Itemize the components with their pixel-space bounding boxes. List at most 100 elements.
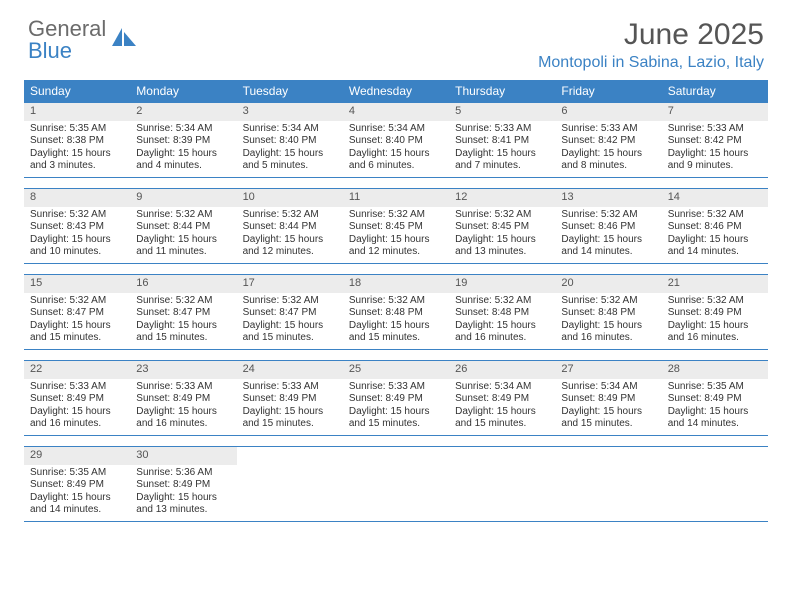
day-d1: Daylight: 15 hours bbox=[136, 320, 230, 333]
day-ss: Sunset: 8:42 PM bbox=[668, 135, 762, 148]
day-cell bbox=[449, 447, 555, 521]
day-d2: and 16 minutes. bbox=[455, 332, 549, 345]
day-d2: and 8 minutes. bbox=[561, 160, 655, 173]
day-sr: Sunrise: 5:32 AM bbox=[243, 209, 337, 222]
day-ss: Sunset: 8:38 PM bbox=[30, 135, 124, 148]
day-body: Sunrise: 5:33 AMSunset: 8:49 PMDaylight:… bbox=[343, 379, 449, 435]
day-cell: 12Sunrise: 5:32 AMSunset: 8:45 PMDayligh… bbox=[449, 189, 555, 263]
header: General Blue June 2025 Montopoli in Sabi… bbox=[0, 0, 792, 72]
day-d2: and 14 minutes. bbox=[668, 246, 762, 259]
day-sr: Sunrise: 5:35 AM bbox=[30, 123, 124, 136]
day-ss: Sunset: 8:40 PM bbox=[243, 135, 337, 148]
day-cell bbox=[555, 447, 661, 521]
day-d1: Daylight: 15 hours bbox=[349, 320, 443, 333]
day-number: 27 bbox=[555, 361, 661, 379]
day-d2: and 13 minutes. bbox=[136, 504, 230, 517]
day-sr: Sunrise: 5:34 AM bbox=[455, 381, 549, 394]
day-number: 17 bbox=[237, 275, 343, 293]
day-sr: Sunrise: 5:32 AM bbox=[668, 209, 762, 222]
day-cell: 8Sunrise: 5:32 AMSunset: 8:43 PMDaylight… bbox=[24, 189, 130, 263]
day-d1: Daylight: 15 hours bbox=[243, 234, 337, 247]
day-sr: Sunrise: 5:33 AM bbox=[668, 123, 762, 136]
day-d2: and 6 minutes. bbox=[349, 160, 443, 173]
day-d2: and 11 minutes. bbox=[136, 246, 230, 259]
day-d1: Daylight: 15 hours bbox=[455, 406, 549, 419]
day-ss: Sunset: 8:49 PM bbox=[349, 393, 443, 406]
day-body: Sunrise: 5:32 AMSunset: 8:43 PMDaylight:… bbox=[24, 207, 130, 263]
day-number: 19 bbox=[449, 275, 555, 293]
day-d1: Daylight: 15 hours bbox=[561, 234, 655, 247]
day-sr: Sunrise: 5:32 AM bbox=[561, 295, 655, 308]
day-number: 20 bbox=[555, 275, 661, 293]
day-body: Sunrise: 5:32 AMSunset: 8:47 PMDaylight:… bbox=[237, 293, 343, 349]
day-d1: Daylight: 15 hours bbox=[455, 148, 549, 161]
day-cell: 17Sunrise: 5:32 AMSunset: 8:47 PMDayligh… bbox=[237, 275, 343, 349]
day-ss: Sunset: 8:49 PM bbox=[243, 393, 337, 406]
day-cell: 19Sunrise: 5:32 AMSunset: 8:48 PMDayligh… bbox=[449, 275, 555, 349]
day-number: 7 bbox=[662, 103, 768, 121]
day-d1: Daylight: 15 hours bbox=[349, 234, 443, 247]
day-d2: and 15 minutes. bbox=[349, 418, 443, 431]
day-ss: Sunset: 8:44 PM bbox=[136, 221, 230, 234]
day-cell: 29Sunrise: 5:35 AMSunset: 8:49 PMDayligh… bbox=[24, 447, 130, 521]
day-cell: 10Sunrise: 5:32 AMSunset: 8:44 PMDayligh… bbox=[237, 189, 343, 263]
day-d1: Daylight: 15 hours bbox=[561, 148, 655, 161]
day-cell: 30Sunrise: 5:36 AMSunset: 8:49 PMDayligh… bbox=[130, 447, 236, 521]
day-d1: Daylight: 15 hours bbox=[561, 320, 655, 333]
day-ss: Sunset: 8:48 PM bbox=[349, 307, 443, 320]
day-d2: and 14 minutes. bbox=[561, 246, 655, 259]
day-d1: Daylight: 15 hours bbox=[668, 234, 762, 247]
day-number: 9 bbox=[130, 189, 236, 207]
day-number: 11 bbox=[343, 189, 449, 207]
dow-tuesday: Tuesday bbox=[237, 80, 343, 102]
day-cell: 27Sunrise: 5:34 AMSunset: 8:49 PMDayligh… bbox=[555, 361, 661, 435]
day-ss: Sunset: 8:41 PM bbox=[455, 135, 549, 148]
day-d1: Daylight: 15 hours bbox=[243, 406, 337, 419]
day-ss: Sunset: 8:49 PM bbox=[668, 307, 762, 320]
day-body: Sunrise: 5:32 AMSunset: 8:47 PMDaylight:… bbox=[24, 293, 130, 349]
day-ss: Sunset: 8:45 PM bbox=[455, 221, 549, 234]
day-d1: Daylight: 15 hours bbox=[136, 234, 230, 247]
day-number: 6 bbox=[555, 103, 661, 121]
day-d2: and 4 minutes. bbox=[136, 160, 230, 173]
day-ss: Sunset: 8:47 PM bbox=[243, 307, 337, 320]
brand-logo: General Blue bbox=[28, 18, 138, 62]
day-d1: Daylight: 15 hours bbox=[30, 320, 124, 333]
day-sr: Sunrise: 5:36 AM bbox=[136, 467, 230, 480]
day-body: Sunrise: 5:32 AMSunset: 8:45 PMDaylight:… bbox=[449, 207, 555, 263]
day-sr: Sunrise: 5:33 AM bbox=[561, 123, 655, 136]
day-body: Sunrise: 5:32 AMSunset: 8:46 PMDaylight:… bbox=[662, 207, 768, 263]
day-cell: 24Sunrise: 5:33 AMSunset: 8:49 PMDayligh… bbox=[237, 361, 343, 435]
day-d1: Daylight: 15 hours bbox=[349, 148, 443, 161]
day-body: Sunrise: 5:34 AMSunset: 8:49 PMDaylight:… bbox=[555, 379, 661, 435]
day-sr: Sunrise: 5:34 AM bbox=[243, 123, 337, 136]
day-body: Sunrise: 5:33 AMSunset: 8:42 PMDaylight:… bbox=[662, 121, 768, 177]
day-body: Sunrise: 5:32 AMSunset: 8:44 PMDaylight:… bbox=[130, 207, 236, 263]
day-cell: 16Sunrise: 5:32 AMSunset: 8:47 PMDayligh… bbox=[130, 275, 236, 349]
day-ss: Sunset: 8:46 PM bbox=[668, 221, 762, 234]
day-body: Sunrise: 5:33 AMSunset: 8:41 PMDaylight:… bbox=[449, 121, 555, 177]
day-d2: and 5 minutes. bbox=[243, 160, 337, 173]
dow-monday: Monday bbox=[130, 80, 236, 102]
day-d2: and 16 minutes. bbox=[668, 332, 762, 345]
brand-part2: Blue bbox=[28, 38, 72, 63]
day-d1: Daylight: 15 hours bbox=[455, 234, 549, 247]
day-cell: 26Sunrise: 5:34 AMSunset: 8:49 PMDayligh… bbox=[449, 361, 555, 435]
day-sr: Sunrise: 5:33 AM bbox=[455, 123, 549, 136]
day-sr: Sunrise: 5:32 AM bbox=[136, 295, 230, 308]
day-sr: Sunrise: 5:35 AM bbox=[30, 467, 124, 480]
day-body: Sunrise: 5:32 AMSunset: 8:45 PMDaylight:… bbox=[343, 207, 449, 263]
week-row: 8Sunrise: 5:32 AMSunset: 8:43 PMDaylight… bbox=[24, 188, 768, 264]
day-body: Sunrise: 5:34 AMSunset: 8:40 PMDaylight:… bbox=[343, 121, 449, 177]
day-body: Sunrise: 5:32 AMSunset: 8:48 PMDaylight:… bbox=[343, 293, 449, 349]
day-number: 8 bbox=[24, 189, 130, 207]
day-number: 13 bbox=[555, 189, 661, 207]
day-ss: Sunset: 8:49 PM bbox=[136, 479, 230, 492]
dow-friday: Friday bbox=[555, 80, 661, 102]
day-cell: 15Sunrise: 5:32 AMSunset: 8:47 PMDayligh… bbox=[24, 275, 130, 349]
dow-wednesday: Wednesday bbox=[343, 80, 449, 102]
weeks-container: 1Sunrise: 5:35 AMSunset: 8:38 PMDaylight… bbox=[24, 102, 768, 522]
day-cell: 4Sunrise: 5:34 AMSunset: 8:40 PMDaylight… bbox=[343, 103, 449, 177]
day-d1: Daylight: 15 hours bbox=[349, 406, 443, 419]
day-number: 29 bbox=[24, 447, 130, 465]
